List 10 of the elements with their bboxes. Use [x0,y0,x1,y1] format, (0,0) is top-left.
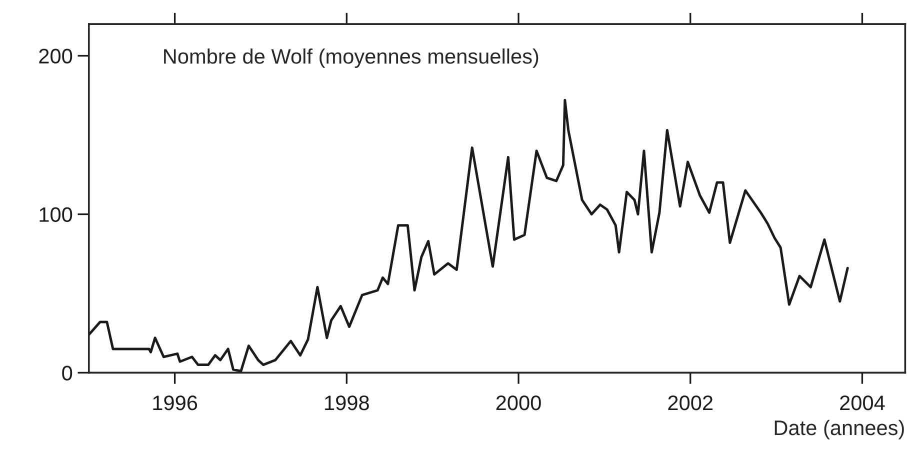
x-tick-label: 2002 [668,395,712,410]
x-tick-label: 2000 [496,395,541,410]
y-tick-label: 200 [39,48,72,64]
x-axis-title: Date (annees) [774,420,904,440]
y-tick-label: 100 [40,207,72,222]
y-tick-label: 0 [62,366,72,380]
text: Nombre de Wolf (moyennes mensuelles) [164,48,538,68]
x-tick-label: 1996 [153,395,198,410]
x-tick-label: 2004 [840,395,885,410]
x-tick-label: 1998 [325,395,369,410]
